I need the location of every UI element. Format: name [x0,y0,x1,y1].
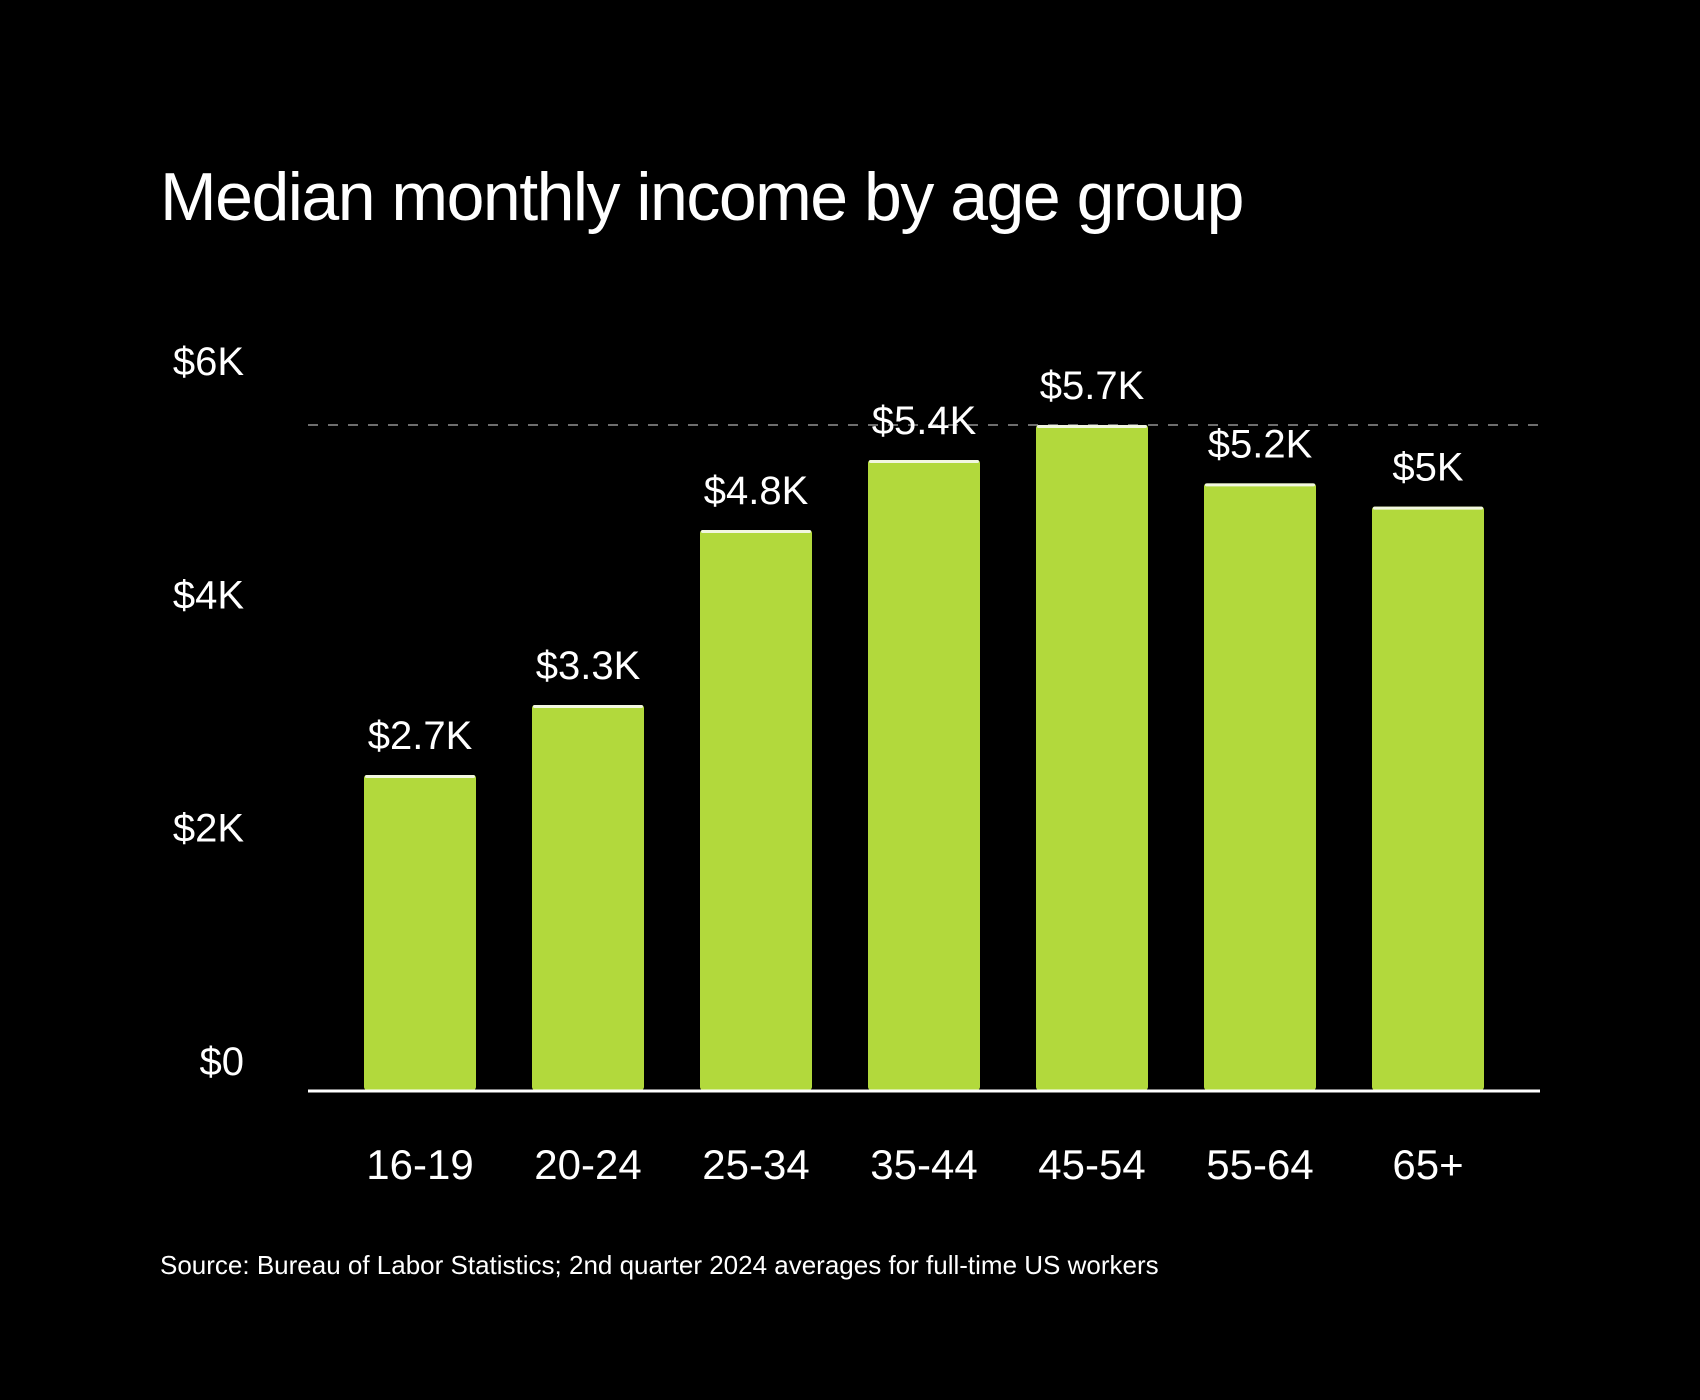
x-tick-label: 16-19 [366,1141,473,1188]
bar [1036,425,1148,1090]
bar-top-highlight [701,530,811,533]
bar-top-highlight [1037,425,1147,428]
bar [1372,506,1484,1091]
bar-value-label: $5.4K [872,399,977,443]
bar-value-label: $5.2K [1208,422,1313,466]
bar [1204,483,1316,1090]
bar [700,530,812,1090]
y-tick-label: $4K [173,573,244,617]
y-axis-ticks: $0 $2K $4K $6K [173,340,244,1084]
bar-value-label: $5.7K [1040,364,1145,408]
bar [868,460,980,1090]
chart-title: Median monthly income by age group [160,159,1245,235]
x-tick-label: 65+ [1392,1141,1463,1188]
x-tick-label: 45-54 [1038,1141,1145,1188]
bar-value-label: $4.8K [704,469,809,513]
bar [532,705,644,1090]
x-tick-label: 55-64 [1206,1141,1313,1188]
value-labels-group: $2.7K $3.3K $4.8K $5.4K $5.7K $5.2K $5K [368,364,1464,758]
x-tick-label: 20-24 [534,1141,641,1188]
bar [364,775,476,1090]
y-tick-label: $2K [173,807,244,851]
bar-value-label: $3.3K [536,644,641,688]
bar-top-highlight [1205,483,1315,487]
y-tick-label: $0 [200,1040,245,1084]
bar-top-highlight [869,460,979,463]
bar-value-label: $5K [1392,446,1463,490]
x-tick-label: 35-44 [870,1141,977,1188]
y-tick-label: $6K [173,340,244,384]
bars-group [364,425,1484,1091]
bar-top-highlight [365,775,475,778]
bar-value-label: $2.7K [368,714,473,758]
x-tick-label: 25-34 [702,1141,809,1188]
bar-top-highlight [533,705,643,708]
source-note: Source: Bureau of Labor Statistics; 2nd … [160,1250,1159,1280]
x-axis-ticks: 16-19 20-24 25-34 35-44 45-54 55-64 65+ [366,1141,1463,1188]
bar-top-highlight [1373,506,1483,510]
